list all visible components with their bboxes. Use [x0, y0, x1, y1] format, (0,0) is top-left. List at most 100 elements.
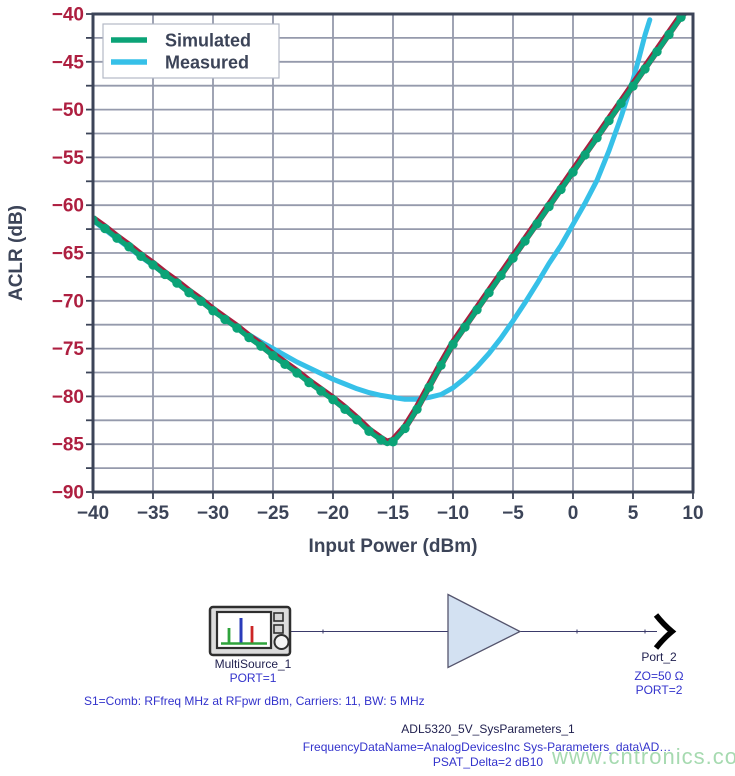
instrument-button: [273, 612, 284, 622]
port2-label: Port_2: [641, 650, 677, 664]
schematic-graphics: [208, 593, 677, 669]
legend-label-measured: Measured: [165, 53, 249, 73]
simulated-marker: [172, 278, 182, 288]
watermark: www.cntronics.com: [552, 744, 735, 769]
simulated-marker: [592, 133, 602, 143]
multisource-port: PORT=1: [229, 671, 277, 685]
simulated-marker: [568, 167, 578, 177]
amp-param-psat: PSAT_Delta=2 dB10: [432, 755, 544, 769]
simulated-marker: [184, 287, 194, 298]
port2-impedance: ZO=50 Ω: [634, 669, 684, 683]
simulated-marker: [664, 29, 674, 40]
x-tick-label: −5: [502, 503, 524, 524]
simulated-marker: [604, 115, 614, 126]
simulated-marker: [148, 260, 158, 270]
y-tick-label: −70: [52, 291, 84, 312]
x-tick-label: −20: [317, 503, 349, 524]
multisource-label: MultiSource_1: [214, 657, 292, 671]
simulated-marker: [424, 382, 434, 392]
y-tick-label: −90: [52, 483, 84, 504]
legend-item-simulated[interactable]: Simulated: [111, 31, 251, 51]
simulated-marker: [328, 395, 338, 405]
x-tick-label: 5: [628, 503, 639, 524]
x-tick-label: −25: [257, 503, 290, 524]
simulated-marker: [520, 236, 530, 246]
simulated-marker: [196, 296, 206, 306]
simulated-marker: [364, 426, 374, 436]
simulated-marker: [400, 423, 410, 434]
simulated-marker: [268, 351, 278, 361]
port2-port: PORT=2: [635, 683, 683, 697]
instrument-knob: [273, 634, 290, 650]
simulated-marker: [628, 81, 638, 91]
simulated-marker: [640, 64, 650, 74]
axis-ticks: [86, 13, 694, 499]
x-tick-label: 10: [682, 503, 703, 524]
amp-param-frequency: FrequencyDataName=AnalogDevicesInc Sys-P…: [302, 740, 672, 754]
y-tick-label: −40: [52, 5, 84, 26]
simulated-marker: [448, 339, 458, 349]
simulated-marker: [136, 251, 146, 262]
simulated-marker: [124, 242, 134, 252]
simulated-marker: [544, 201, 554, 212]
y-tick-label: −45: [52, 52, 85, 73]
simulated-marker: [292, 368, 302, 378]
simulated-marker: [484, 287, 494, 298]
simulated-marker: [616, 98, 626, 109]
grid: [92, 13, 694, 493]
simulated-marker: [340, 404, 350, 414]
x-tick-label: −35: [137, 503, 170, 524]
y-tick-label: −50: [52, 100, 84, 121]
simulated-series: [93, 14, 688, 447]
multisource-icon[interactable]: [208, 605, 292, 657]
y-tick-label: −80: [52, 387, 84, 408]
y-tick-label: −65: [52, 244, 85, 265]
simulated-marker: [352, 415, 362, 425]
instrument-button: [273, 624, 284, 634]
y-axis-title: ACLR (dB): [6, 205, 27, 301]
simulated-marker: [232, 323, 242, 333]
simulated-marker: [208, 306, 218, 316]
legend-item-measured[interactable]: Measured: [111, 53, 249, 73]
plot-border: [91, 12, 695, 494]
amplifier-icon[interactable]: [447, 593, 522, 669]
simulated-marker: [256, 341, 266, 351]
simulated-marker: [280, 359, 290, 370]
x-axis-title: Input Power (dBm): [309, 536, 478, 557]
multisource-params: S1=Comb: RFfreq MHz at RFpwr dBm, Carrie…: [84, 694, 425, 708]
simulated-marker: [556, 184, 566, 195]
simulated-marker: [676, 14, 686, 23]
x-tick-label: −15: [377, 503, 410, 524]
simulated-marker: [244, 332, 254, 343]
simulated-marker: [316, 386, 326, 396]
simulated-marker: [460, 322, 470, 332]
simulated-marker: [472, 305, 482, 315]
x-tick-label: 0: [568, 503, 579, 524]
amp-name: ADL5320_5V_SysParameters_1: [401, 722, 575, 736]
simulated-marker: [532, 219, 542, 229]
schematic: MultiSource_1 PORT=1 S1=Comb: RFfreq MHz…: [0, 580, 735, 776]
x-tick-label: −40: [77, 503, 109, 524]
simulated-marker: [496, 270, 506, 281]
simulated-marker: [412, 404, 422, 414]
simulated-marker: [388, 437, 398, 447]
simulated-marker: [652, 47, 662, 57]
simulated-marker: [580, 150, 590, 160]
simulated-marker: [376, 435, 386, 445]
simulated-marker: [508, 253, 518, 263]
y-tick-label: −60: [52, 196, 84, 217]
simulated-marker: [220, 314, 230, 325]
simulated-marker: [112, 233, 122, 243]
simulated-marker: [160, 269, 170, 280]
port2-arrow-icon[interactable]: [653, 613, 677, 650]
legend-box: [102, 23, 280, 79]
y-tick-label: −85: [52, 435, 85, 456]
legend-label-simulated: Simulated: [165, 31, 251, 51]
simulated-marker: [304, 377, 314, 388]
multisource-screen: [215, 610, 273, 650]
y-tick-label: −75: [52, 339, 85, 360]
simulated-marker: [100, 223, 110, 234]
x-tick-label: −30: [197, 503, 229, 524]
